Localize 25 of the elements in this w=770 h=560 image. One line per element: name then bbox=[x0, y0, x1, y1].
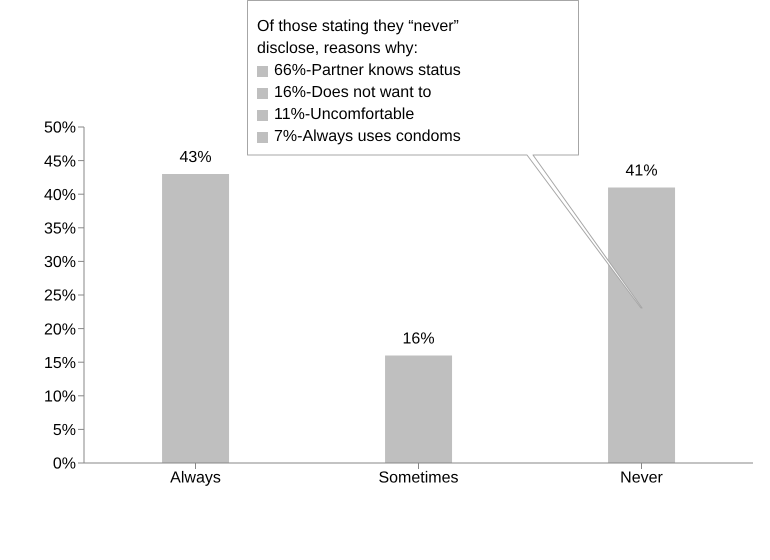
annotation: 7%-Always uses condoms bbox=[274, 127, 461, 147]
y-tick-label: 30% bbox=[44, 254, 76, 272]
bar bbox=[608, 187, 676, 463]
data-label: 41% bbox=[626, 162, 658, 180]
y-tick-label: 10% bbox=[44, 388, 76, 406]
text: Of those stating they “never” disclose, reasons why: bbox=[257, 17, 460, 59]
x-tick-label: Always bbox=[170, 469, 221, 486]
y-tick-label: 50% bbox=[44, 120, 76, 137]
y-tick-label: 45% bbox=[44, 153, 76, 170]
data-label: 16% bbox=[402, 330, 435, 348]
text: 66%-Partner knows status bbox=[274, 61, 461, 81]
bar bbox=[385, 355, 452, 463]
y-tick-label: 20% bbox=[44, 321, 76, 338]
y-tick-label: 15% bbox=[44, 354, 76, 372]
text: 11%-Uncomfortable bbox=[274, 105, 414, 125]
y-tick-label: 5% bbox=[52, 422, 76, 440]
x-tick-label: Never bbox=[620, 469, 664, 486]
y-tick-label: 40% bbox=[44, 186, 76, 204]
bar bbox=[162, 174, 230, 463]
data-label: 43% bbox=[180, 149, 212, 166]
x-tick-label: Sometimes bbox=[378, 469, 459, 486]
y-tick-label: 35% bbox=[44, 220, 76, 238]
y-tick-label: 0% bbox=[52, 456, 76, 473]
y-tick-label: 25% bbox=[44, 288, 76, 305]
text: 16%-Does not want to bbox=[274, 83, 432, 103]
